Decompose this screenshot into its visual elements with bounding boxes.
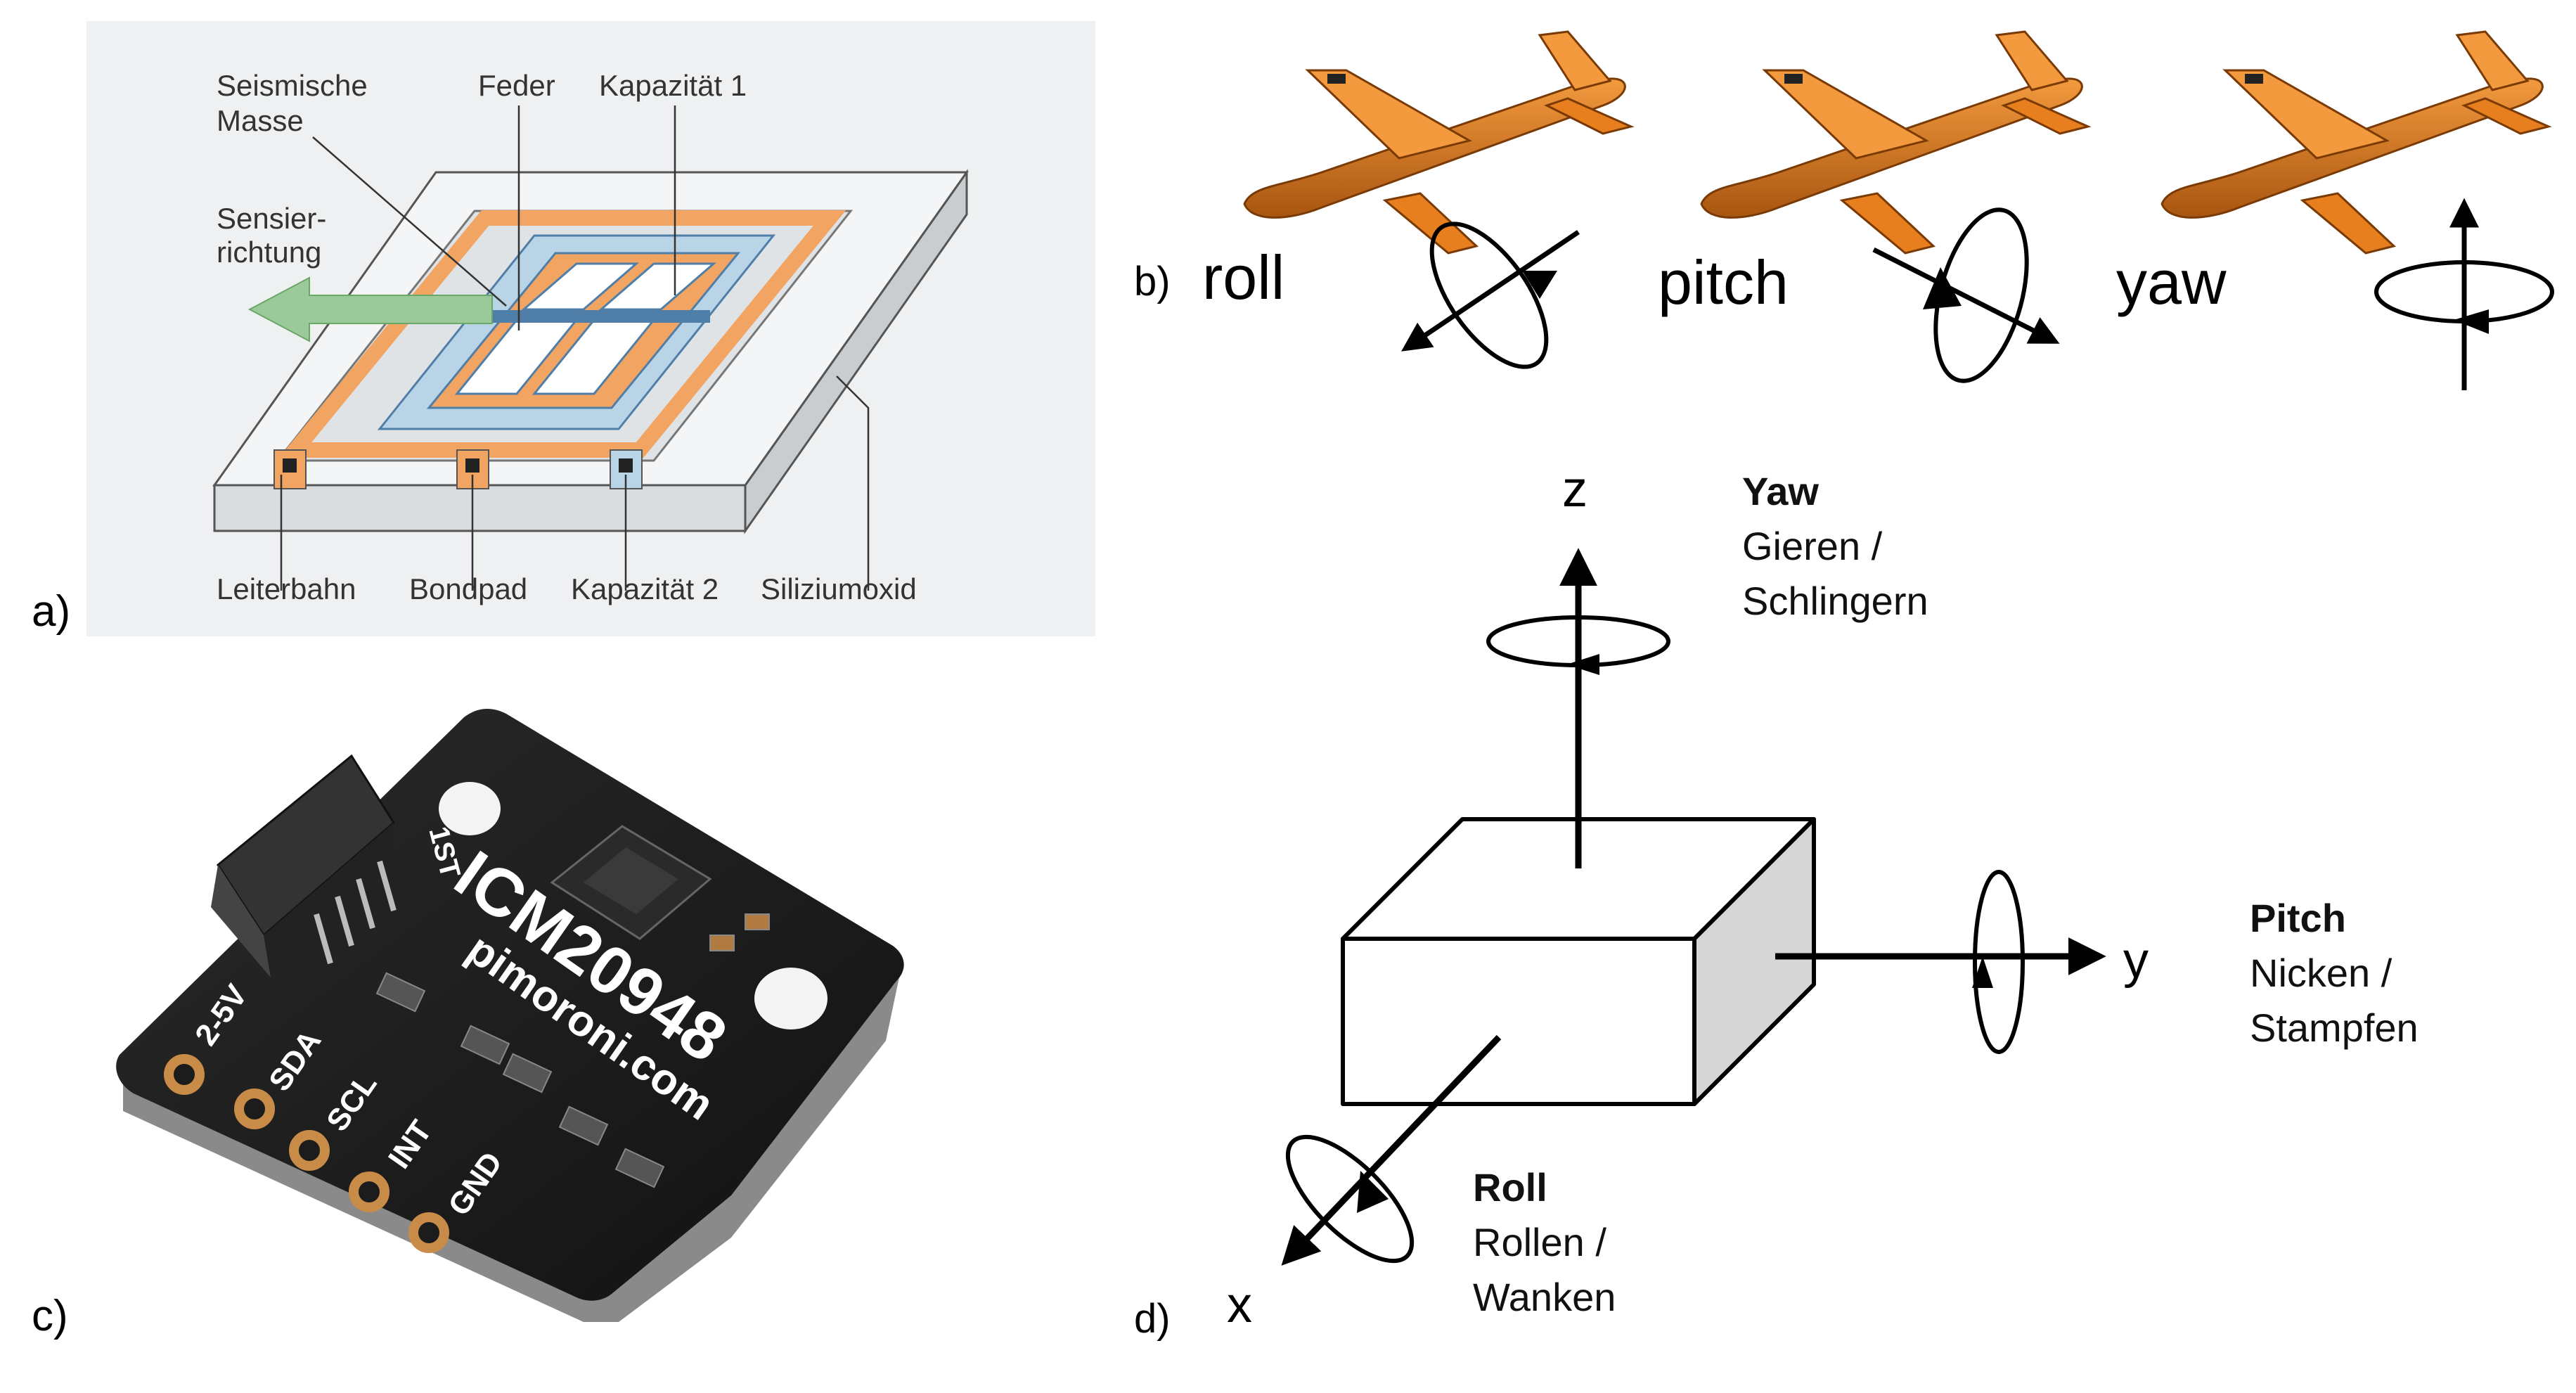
sensing-direction-arrow: [247, 276, 493, 342]
airplane-roll: [1243, 30, 1635, 255]
panel-c: c): [32, 709, 904, 1340]
pitch-line-2: Stampfen: [2250, 1006, 2419, 1050]
seismic-mass: [426, 252, 741, 409]
pitch-title: Pitch: [2250, 896, 2346, 940]
label-leiterbahn: Leiterbahn: [217, 572, 356, 605]
airplane-yaw: [2160, 30, 2552, 255]
roll-title: Roll: [1473, 1165, 1547, 1209]
yaw-line-1: Gieren /: [1742, 524, 1883, 568]
yaw-title: Yaw: [1742, 469, 1819, 513]
icm20948-breakout-board: 2-5V SDA SCL INT GND ICM20948 pimoroni.c…: [116, 709, 904, 1322]
y-axis: [1775, 870, 2106, 1054]
panel-letter-d: d): [1134, 1296, 1171, 1342]
yaw-line-2: Schlingern: [1742, 579, 1928, 623]
label-seismische: Seismische: [217, 69, 368, 102]
smd-components: [375, 913, 770, 1188]
icm20948-chip: [550, 825, 712, 940]
panel-b: b) roll pitch: [1134, 30, 2554, 390]
label-masse: Masse: [217, 104, 304, 137]
roll-line-2: Wanken: [1473, 1275, 1616, 1319]
pitch-rotation-ring: [1973, 870, 2025, 1054]
roll-rotation-icon: [1401, 222, 1580, 369]
airplane-pitch: [1700, 30, 2092, 255]
body-box: [1341, 817, 1816, 1106]
label-siliziumoxid: Siliziumoxid: [761, 572, 917, 605]
x-axis: [1281, 1034, 1502, 1266]
box-front: [1341, 937, 1696, 1106]
die-base-side: [213, 484, 747, 532]
label-bondpad: Bondpad: [409, 572, 527, 605]
label-yaw: yaw: [2116, 248, 2227, 317]
axis-label-y: y: [2123, 932, 2149, 989]
z-axis: [1486, 548, 1670, 868]
pin-pads: [164, 1054, 449, 1253]
panel-d: d) z y x Yaw Gier: [1134, 461, 2419, 1342]
label-roll: roll: [1202, 243, 1284, 312]
electrodes: [273, 449, 643, 489]
label-richtung: richtung: [217, 236, 321, 269]
panel-a-leader-lines: [280, 105, 870, 591]
pitch-rotation-icon: [1872, 207, 2060, 383]
label-sensier: Sensier-: [217, 202, 326, 235]
panel-letter-b: b): [1134, 259, 1171, 304]
yaw-rotation-icon: [2374, 198, 2554, 390]
mounting-hole-top: [439, 782, 501, 835]
pitch-line-1: Nicken /: [2250, 951, 2393, 995]
mounting-hole-right: [754, 968, 827, 1029]
label-pitch: pitch: [1658, 248, 1789, 317]
axis-label-z: z: [1562, 461, 1588, 518]
roll-rotation-ring: [1285, 1134, 1415, 1264]
label-kapazitaet-1: Kapazität 1: [599, 69, 747, 102]
label-kapazitaet-2: Kapazität 2: [571, 572, 719, 605]
panel-a: Seismische Masse Feder Kapazität 1 Sensi…: [86, 21, 1095, 636]
label-feder: Feder: [478, 69, 555, 102]
axis-label-x: x: [1227, 1277, 1252, 1333]
roll-line-1: Rollen /: [1473, 1220, 1606, 1264]
panel-letter-c: c): [32, 1292, 68, 1340]
panel-letter-a: a): [32, 587, 70, 636]
qwiic-connector: [211, 754, 397, 977]
